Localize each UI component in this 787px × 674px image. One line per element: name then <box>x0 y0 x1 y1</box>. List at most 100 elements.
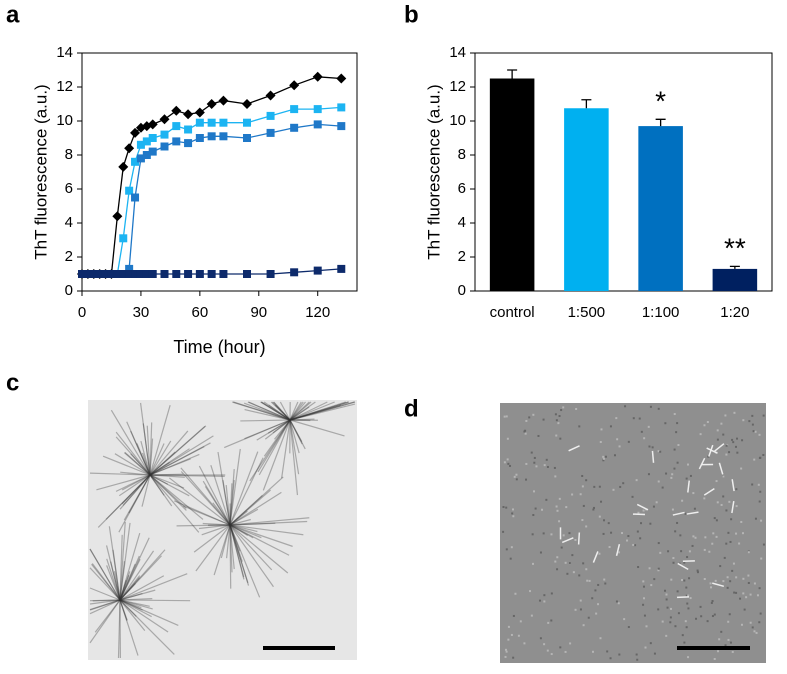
grain <box>667 550 669 552</box>
grain <box>600 441 602 443</box>
micrograph <box>88 400 357 660</box>
grain <box>700 433 702 435</box>
grain <box>669 621 671 623</box>
grain <box>506 651 508 653</box>
grain <box>516 478 518 480</box>
grain <box>728 451 730 453</box>
grain <box>523 642 525 644</box>
grain <box>725 509 727 511</box>
y-tick-label: 0 <box>65 282 73 299</box>
grain <box>752 626 754 628</box>
grain <box>506 548 508 550</box>
grain <box>511 546 513 548</box>
grain <box>585 568 587 570</box>
grain <box>615 417 617 419</box>
grain <box>675 431 677 433</box>
grain <box>559 498 561 500</box>
fibril <box>579 533 580 545</box>
grain <box>581 475 583 477</box>
grain <box>575 408 577 410</box>
grain <box>543 600 545 602</box>
grain <box>531 452 533 454</box>
grain <box>636 659 638 661</box>
marker <box>337 122 345 130</box>
grain <box>626 540 628 542</box>
x-axis-label: Time (hour) <box>173 337 265 357</box>
error-bar <box>581 100 591 109</box>
grain <box>557 422 559 424</box>
marker <box>172 270 180 278</box>
grain <box>759 434 761 436</box>
grain <box>524 430 526 432</box>
x-tick-label: 1:20 <box>720 304 749 321</box>
y-tick-label: 14 <box>449 44 466 61</box>
grain <box>612 489 614 491</box>
y-tick-label: 2 <box>458 248 466 265</box>
grain <box>748 582 750 584</box>
y-tick-label: 4 <box>65 214 73 231</box>
grain <box>507 639 509 641</box>
grain <box>568 532 570 534</box>
grain <box>637 566 639 568</box>
y-tick-label: 10 <box>449 112 466 129</box>
grain <box>727 576 729 578</box>
grain <box>665 473 667 475</box>
grain <box>628 441 630 443</box>
marker <box>196 270 204 278</box>
grain <box>685 587 687 589</box>
grain <box>583 505 585 507</box>
grain <box>621 532 623 534</box>
x-tick-label: 0 <box>78 304 86 321</box>
marker <box>208 270 216 278</box>
grain <box>605 456 607 458</box>
grain <box>558 520 560 522</box>
grain <box>618 654 620 656</box>
grain <box>674 530 676 532</box>
grain <box>505 649 507 651</box>
grain <box>720 423 722 425</box>
grain <box>532 533 534 535</box>
grain <box>610 657 612 659</box>
grain <box>686 626 688 628</box>
grain <box>680 550 682 552</box>
significance-mark: * <box>655 86 666 117</box>
grain <box>690 597 692 599</box>
grain <box>599 486 601 488</box>
grain <box>544 464 546 466</box>
bar <box>490 79 535 292</box>
grain <box>677 444 679 446</box>
grain <box>512 515 514 517</box>
grain <box>750 594 752 596</box>
grain <box>756 632 758 634</box>
grain <box>649 567 651 569</box>
y-axis-label: ThT fluorescence (a.u.) <box>31 84 50 259</box>
grain <box>674 413 676 415</box>
grain <box>732 651 734 653</box>
marker <box>184 139 192 147</box>
marker <box>149 148 157 156</box>
grain <box>540 552 542 554</box>
grain <box>593 486 595 488</box>
marker <box>266 91 276 101</box>
grain <box>745 596 747 598</box>
grain <box>565 651 567 653</box>
grain <box>732 441 734 443</box>
grain <box>697 570 699 572</box>
grain <box>545 499 547 501</box>
grain <box>646 625 648 627</box>
grain <box>716 519 718 521</box>
grain <box>571 554 573 556</box>
panel-label: b <box>404 1 419 28</box>
grain <box>666 598 668 600</box>
grain <box>556 568 558 570</box>
grain <box>603 579 605 581</box>
y-tick-label: 14 <box>56 44 73 61</box>
grain <box>648 446 650 448</box>
grain <box>616 601 618 603</box>
grain <box>636 479 638 481</box>
grain <box>694 508 696 510</box>
grain <box>687 607 689 609</box>
significance-mark: ** <box>724 233 746 264</box>
grain <box>730 518 732 520</box>
grain <box>733 592 735 594</box>
